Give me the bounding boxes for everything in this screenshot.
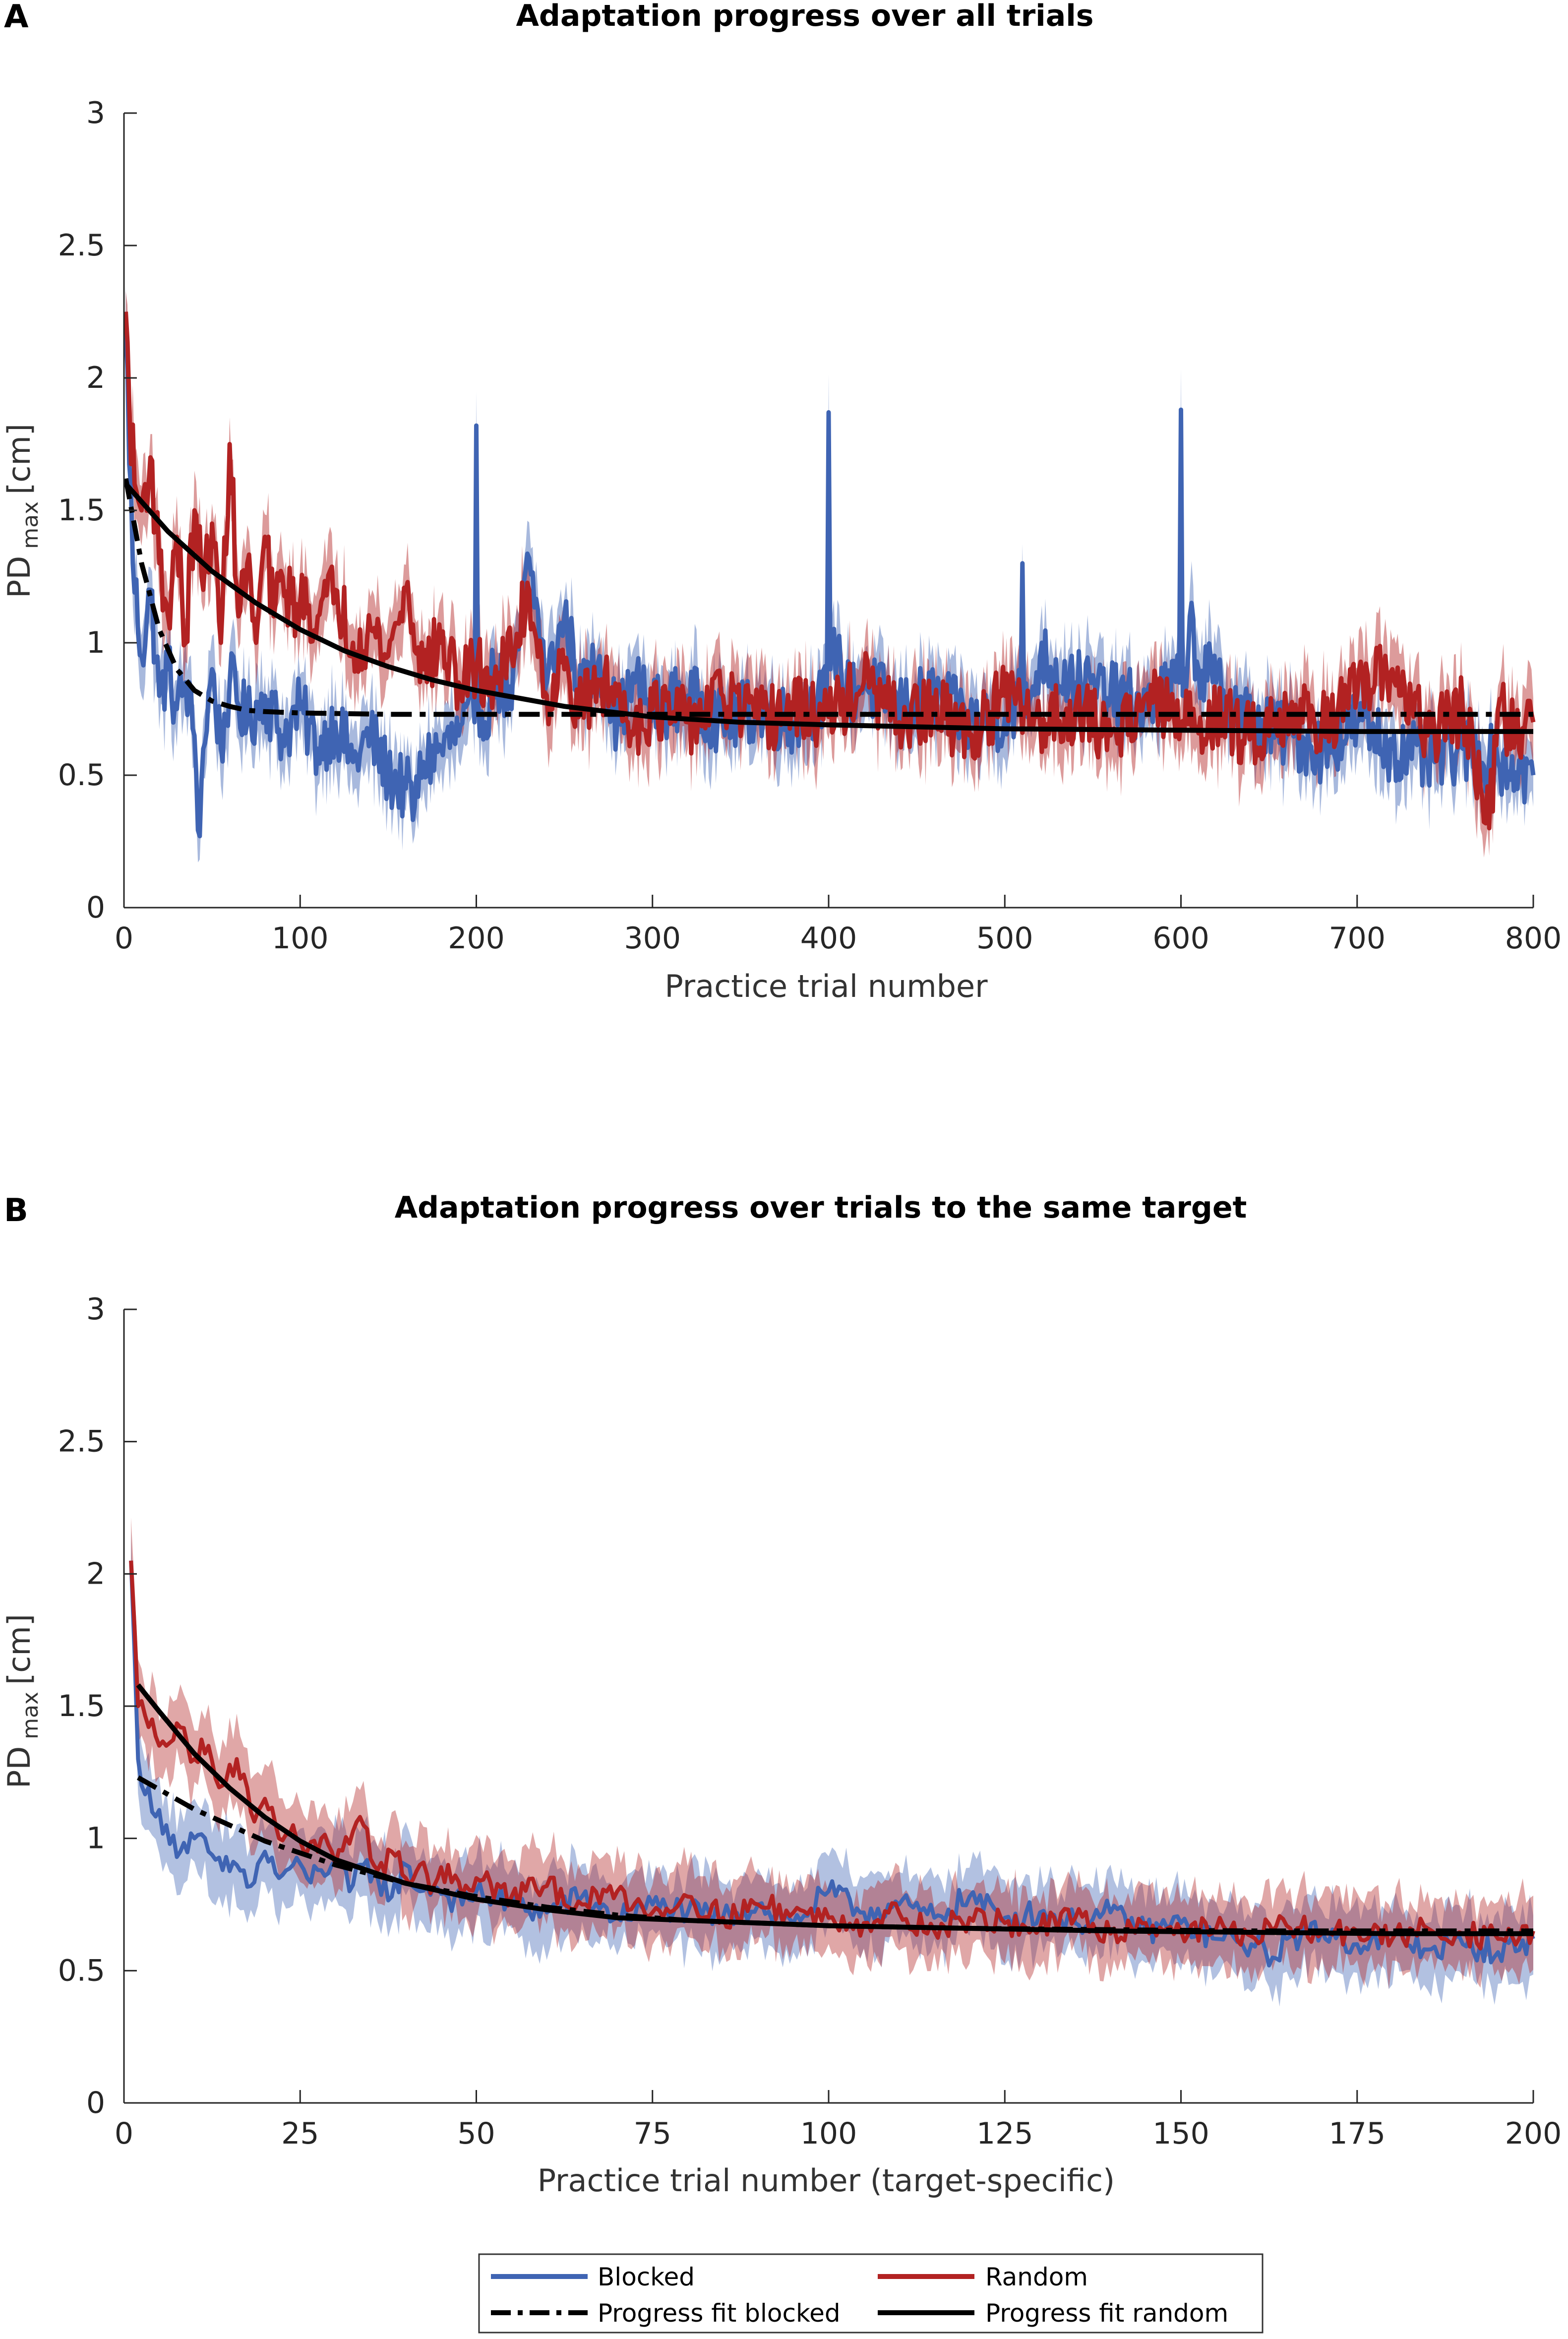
panel-a-x-axis-label: Practice trial number (664, 968, 988, 1004)
panel-b-y-axis-label-sub: max (18, 1692, 43, 1739)
panel-a-y-tick-label: 0 (86, 890, 105, 925)
panel-a-y-tick-label: 2.5 (58, 228, 105, 263)
panel-b-y-tick-label: 2.5 (58, 1424, 105, 1459)
panel-b-y-axis-label-main: PD (1, 1746, 37, 1788)
panel-b-x-tick-label: 200 (1505, 2116, 1562, 2151)
panel-b-y-axis-label-unit: [cm] (1, 1614, 37, 1685)
panel-a-x-tick-label: 800 (1505, 921, 1562, 956)
panel-b-y-axis-label: PD max [cm] (1, 1614, 43, 1788)
legend-item-fit-random: Progress fit random (878, 2299, 1228, 2328)
panel-b-y-tick-label: 1.5 (58, 1689, 105, 1723)
panel-a-title: Adaptation progress over all trials (516, 0, 1094, 33)
legend-item-fit-blocked: Progress fit blocked (491, 2299, 841, 2328)
panel-a-x-tick-label: 100 (272, 921, 329, 956)
legend-item-blocked: Blocked (491, 2263, 695, 2291)
panel-a: A Adaptation progress over all trials 0 1… (1, 0, 1562, 1004)
legend-label-fit-blocked: Progress fit blocked (598, 2299, 841, 2328)
panel-a-progress-fit-random-line (123, 482, 1533, 734)
panel-b-x-axis-label: Practice trial number (target-specific) (538, 2162, 1115, 2199)
panel-b-series (129, 1560, 1535, 1968)
panel-b-blocked-line (129, 1560, 1535, 1968)
panel-a-x-tick-label: 500 (976, 921, 1033, 956)
panel-a-label: A (4, 0, 29, 35)
panel-b-x-tick-label: 100 (800, 2116, 857, 2151)
panel-b-title: Adaptation progress over trials to the s… (395, 1190, 1247, 1225)
panel-a-y-tick-label: 0.5 (58, 758, 105, 793)
panel-b-random-line (129, 1560, 1535, 1951)
panel-a-series (123, 311, 1536, 839)
panel-b-progress-fit-random-line (136, 1683, 1533, 1936)
panel-a-axes: 0 100 200 300 400 500 600 700 800 0 0.5 1 1.5 2 2.5 3 (58, 96, 1562, 956)
panel-a-y-axis-label-sub: max (18, 501, 43, 549)
panel-b: B Adaptation progress over trials to the… (1, 1190, 1562, 2199)
panel-b-x-tick-label: 175 (1328, 2116, 1386, 2151)
panel-a-y-tick-label: 1.5 (58, 493, 105, 528)
panel-a-x-tick-label: 300 (624, 921, 681, 956)
panel-a-y-axis-label: PD max [cm] (1, 424, 43, 598)
panel-b-x-tick-label: 75 (634, 2116, 671, 2151)
panel-b-label: B (4, 1192, 28, 1229)
panel-b-y-tick-label: 0 (86, 2086, 105, 2120)
panel-b-axes: 0 25 50 75 100 125 150 175 200 0 0.5 1 1.5 2 2.5 3 (58, 1292, 1562, 2151)
legend-label-fit-random: Progress fit random (985, 2299, 1228, 2328)
legend-item-random: Random (878, 2263, 1088, 2291)
panel-b-x-tick-label: 125 (976, 2116, 1033, 2151)
panel-b-x-tick-label: 25 (281, 2116, 319, 2151)
legend-label-blocked: Blocked (598, 2263, 695, 2291)
panel-a-progress-fit-blocked-line (123, 478, 1533, 717)
panel-a-y-tick-label: 2 (86, 361, 105, 395)
legend-label-random: Random (985, 2263, 1088, 2291)
panel-a-y-axis-label-unit: [cm] (1, 424, 37, 494)
legend: Blocked Random Progress fit blocked Prog… (478, 2253, 1264, 2334)
panel-a-y-tick-label: 3 (86, 96, 105, 130)
panel-a-y-axis-label-main: PD (1, 556, 37, 598)
panel-a-x-tick-label: 600 (1152, 921, 1209, 956)
panel-b-random-band (131, 1517, 1534, 1989)
panel-a-x-tick-label: 0 (115, 921, 133, 956)
panel-a-x-tick-label: 400 (800, 921, 857, 956)
panel-a-bands (125, 286, 1533, 862)
panel-a-blocked-line (123, 325, 1536, 839)
panel-a-y-tick-label: 1 (86, 625, 105, 660)
panel-a-x-tick-label: 200 (448, 921, 505, 956)
panel-b-x-tick-label: 150 (1152, 2116, 1209, 2151)
panel-b-y-tick-label: 3 (86, 1292, 105, 1327)
panel-a-random-line (123, 311, 1536, 831)
panel-b-y-tick-label: 1 (86, 1821, 105, 1856)
legend-box (478, 2253, 1264, 2334)
panel-a-x-tick-label: 700 (1328, 921, 1386, 956)
panel-a-random-band (125, 291, 1533, 858)
panel-b-x-tick-label: 0 (115, 2116, 133, 2151)
panel-b-x-tick-label: 50 (457, 2116, 495, 2151)
panel-b-y-tick-label: 0.5 (58, 1953, 105, 1988)
panel-b-y-tick-label: 2 (86, 1556, 105, 1591)
